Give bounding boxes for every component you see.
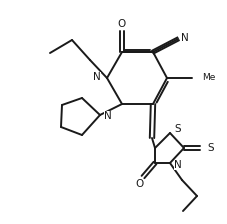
Text: S: S bbox=[174, 124, 181, 134]
Text: N: N bbox=[174, 160, 182, 170]
Text: O: O bbox=[117, 19, 125, 29]
Text: N: N bbox=[93, 72, 101, 82]
Text: O: O bbox=[135, 179, 143, 189]
Text: N: N bbox=[181, 33, 189, 43]
Text: Me: Me bbox=[202, 73, 215, 82]
Text: S: S bbox=[207, 143, 214, 153]
Text: N: N bbox=[104, 111, 112, 121]
